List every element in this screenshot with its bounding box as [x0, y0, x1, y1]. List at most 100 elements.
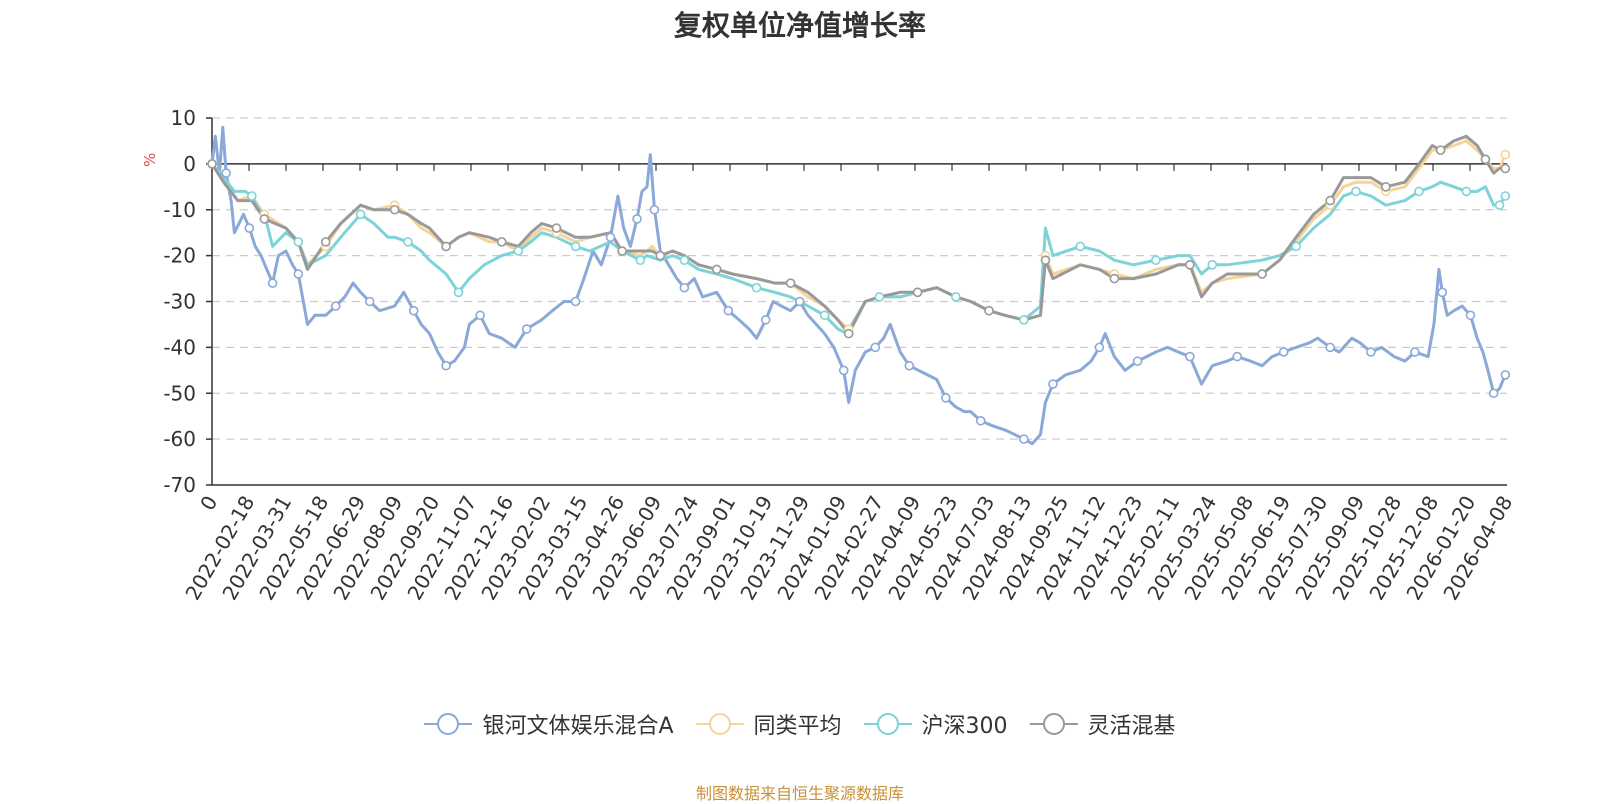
y-tick-label: -20	[163, 244, 196, 268]
series-point	[635, 255, 646, 266]
series-point	[649, 204, 660, 215]
series-point	[1325, 195, 1335, 206]
series-point	[794, 296, 805, 307]
series-point	[950, 292, 961, 302]
series-point	[1019, 315, 1029, 325]
series-point	[293, 269, 304, 279]
y-tick-label: -30	[163, 290, 196, 314]
legend-label: 同类平均	[753, 714, 842, 739]
series-point	[870, 342, 881, 353]
series-point	[1500, 149, 1511, 160]
series-point	[838, 365, 849, 376]
series-point	[679, 255, 690, 266]
y-tick-label: -40	[163, 335, 196, 359]
series-point	[751, 282, 762, 293]
y-axis-label: %	[141, 153, 159, 167]
series-point	[1019, 434, 1029, 444]
series-point	[1185, 351, 1195, 362]
series-point	[1480, 154, 1491, 165]
series-line-0	[210, 125, 1507, 446]
series-point	[244, 223, 255, 233]
series-point	[819, 310, 830, 321]
legend-symbol	[695, 713, 744, 735]
series-lines	[210, 125, 1507, 446]
series-point	[1381, 182, 1391, 192]
series-point	[330, 301, 341, 311]
series-point	[441, 360, 451, 371]
series-point	[475, 310, 485, 321]
legend-symbol	[863, 713, 912, 735]
x-tick-label: 0	[195, 492, 222, 515]
series-point	[1075, 241, 1086, 252]
series-point	[843, 328, 854, 339]
legend-label: 灵活混基	[1087, 714, 1176, 739]
series-point	[1461, 186, 1472, 197]
series-point	[632, 214, 642, 224]
series-point	[441, 241, 451, 252]
series-point	[1278, 347, 1289, 357]
legend-item-3[interactable]: 灵活混基	[1029, 708, 1176, 740]
series-point	[1366, 347, 1376, 357]
series-point	[785, 278, 796, 288]
series-point	[655, 250, 666, 261]
series-point	[679, 282, 690, 293]
legend-symbol	[1029, 713, 1078, 735]
series-point	[605, 232, 616, 243]
series-point	[364, 296, 375, 307]
series-point	[207, 159, 217, 169]
series-point	[247, 191, 257, 201]
legend-label: 沪深300	[921, 714, 1008, 739]
series-point	[1151, 255, 1161, 266]
series-point	[1414, 186, 1424, 197]
series-point	[1040, 255, 1051, 266]
series-point	[1185, 259, 1195, 270]
series-point	[267, 278, 278, 288]
series-point	[904, 360, 915, 371]
series-point	[513, 246, 524, 256]
source-note: 制图数据来自恒生聚源数据库	[695, 784, 904, 803]
series-point	[403, 237, 413, 247]
legend-item-1[interactable]: 同类平均	[695, 708, 842, 740]
series-point	[1500, 163, 1511, 174]
series-point	[1351, 186, 1361, 197]
legend-item-2[interactable]: 沪深300	[863, 708, 1008, 740]
series-point	[570, 241, 581, 252]
legend-symbol	[424, 713, 473, 735]
series-point	[760, 315, 771, 325]
series-point	[984, 305, 994, 316]
series-line-1	[210, 139, 1507, 331]
series-point	[1094, 342, 1105, 353]
axes: 100-10-20-30-40-50-60-70%02022-02-182022…	[141, 106, 1517, 604]
series-point	[259, 214, 270, 224]
series-point	[408, 305, 419, 316]
y-tick-label: -70	[163, 473, 196, 497]
series-point	[570, 296, 581, 307]
legend-label: 银河文体娱乐混合A	[482, 714, 674, 739]
series-line-3	[210, 134, 1506, 336]
series-point	[975, 415, 986, 426]
grid-lines	[212, 117, 1507, 440]
series-point	[453, 287, 464, 298]
series-point	[521, 324, 532, 334]
legend-item-0[interactable]: 银河文体娱乐混合A	[424, 708, 674, 740]
series-point	[1325, 342, 1335, 353]
series-point	[1410, 347, 1420, 357]
series-point	[496, 237, 507, 247]
series-point	[551, 223, 562, 233]
y-tick-label: -10	[163, 198, 196, 222]
series-point	[617, 246, 627, 256]
series-point	[1500, 191, 1511, 201]
legend: 银河文体娱乐混合A 同类平均 沪深300 灵活混基	[0, 708, 1600, 740]
series-point	[1048, 379, 1058, 389]
series-point	[1132, 356, 1143, 366]
series-line-2	[210, 162, 1507, 336]
series-point	[1494, 200, 1505, 210]
series-point	[941, 393, 951, 403]
series-point	[221, 168, 231, 178]
y-tick-label: 10	[171, 106, 196, 130]
series-point	[320, 237, 331, 247]
series-point	[1500, 370, 1511, 380]
series-point	[1437, 287, 1448, 298]
series-point	[912, 287, 923, 298]
